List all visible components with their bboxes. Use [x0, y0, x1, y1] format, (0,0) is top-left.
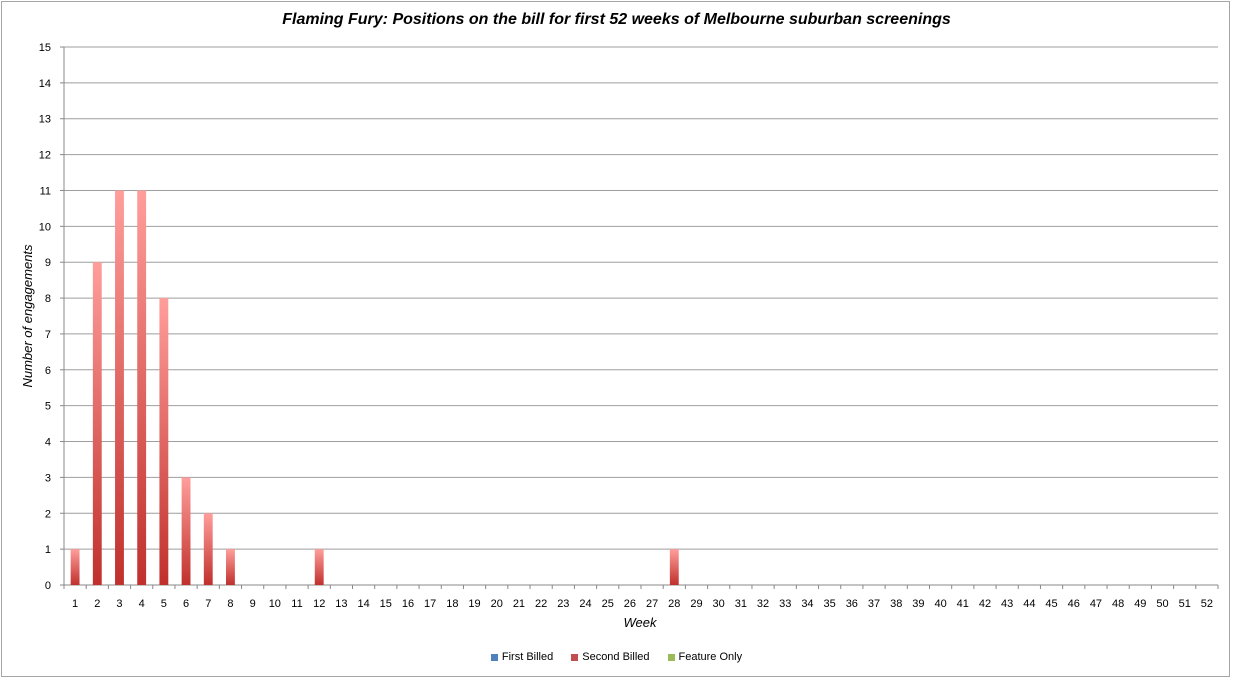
y-tick-label: 9: [45, 257, 51, 269]
legend-label: Second Billed: [582, 651, 650, 663]
x-tick-label: 26: [624, 598, 636, 610]
legend-item-second-billed: Second Billed: [571, 651, 650, 663]
x-tick-label: 36: [846, 598, 858, 610]
x-tick-label: 35: [824, 598, 836, 610]
bar-second-billed-week-4: [137, 190, 147, 585]
x-tick-label: 6: [183, 598, 189, 610]
bar-second-billed-week-8: [226, 549, 235, 585]
y-tick-label: 7: [45, 329, 51, 341]
y-tick-label: 1: [45, 544, 51, 556]
x-tick-label: 48: [1112, 598, 1124, 610]
bar-second-billed-week-6: [181, 477, 191, 585]
x-tick-label: 42: [979, 598, 991, 610]
x-tick-label: 15: [380, 598, 392, 610]
x-tick-label: 18: [446, 598, 458, 610]
y-tick-label: 8: [45, 293, 51, 305]
legend-item-first-billed: First Billed: [490, 651, 554, 663]
y-tick-label: 10: [39, 221, 51, 233]
x-tick-label: 5: [161, 598, 167, 610]
y-tick-label: 13: [39, 114, 51, 126]
legend-label: Feature Only: [678, 651, 743, 663]
x-tick-label: 43: [1001, 598, 1013, 610]
x-tick-label: 24: [579, 598, 591, 610]
legend-swatch: [571, 653, 579, 661]
x-tick-label: 46: [1068, 598, 1080, 610]
bar-second-billed-week-28: [669, 549, 679, 585]
x-tick-label: 51: [1179, 598, 1191, 610]
x-tick-label: 40: [934, 598, 946, 610]
x-tick-label: 27: [646, 598, 658, 610]
x-tick-label: 3: [116, 598, 122, 610]
x-tick-label: 7: [205, 598, 211, 610]
x-tick-label: 8: [227, 598, 233, 610]
bar-second-billed-week-2: [92, 262, 102, 585]
y-tick-label: 11: [40, 185, 51, 197]
y-tick-label: 6: [45, 365, 51, 377]
chart-legend: First Billed Second Billed Feature Only: [0, 651, 1233, 663]
x-tick-label: 22: [535, 598, 547, 610]
y-tick-label: 0: [45, 580, 51, 592]
x-tick-label: 37: [868, 598, 880, 610]
y-tick-label: 2: [45, 508, 51, 520]
y-tick-label: 3: [45, 472, 51, 484]
x-tick-label: 9: [250, 598, 256, 610]
y-tick-label: 12: [39, 150, 51, 162]
x-tick-label: 19: [468, 598, 480, 610]
y-axis-title: Number of engagements: [20, 244, 35, 388]
x-tick-label: 29: [690, 598, 702, 610]
x-tick-label: 12: [313, 598, 325, 610]
x-tick-label: 17: [424, 598, 436, 610]
chart-title: Flaming Fury: Positions on the bill for …: [282, 11, 951, 28]
x-tick-label: 34: [801, 598, 813, 610]
x-tick-label: 49: [1134, 598, 1146, 610]
x-tick-label: 21: [513, 598, 525, 610]
bar-second-billed-week-3: [115, 190, 124, 585]
x-tick-label: 1: [72, 598, 78, 610]
legend-swatch: [667, 653, 675, 661]
x-tick-label: 31: [735, 598, 747, 610]
y-tick-label: 5: [45, 401, 51, 413]
x-tick-label: 50: [1156, 598, 1168, 610]
x-tick-label: 23: [557, 598, 569, 610]
x-tick-label: 41: [957, 598, 969, 610]
x-tick-label: 13: [335, 598, 347, 610]
x-tick-label: 20: [491, 598, 503, 610]
y-tick-label: 4: [45, 437, 51, 449]
x-tick-label: 10: [269, 598, 281, 610]
x-tick-label: 32: [757, 598, 769, 610]
bar-second-billed-week-12: [314, 549, 324, 585]
x-tick-label: 39: [912, 598, 924, 610]
x-tick-label: 33: [779, 598, 791, 610]
x-tick-label: 25: [602, 598, 614, 610]
y-tick-label: 15: [39, 42, 51, 54]
x-tick-label: 28: [668, 598, 680, 610]
x-tick-label: 30: [713, 598, 725, 610]
x-tick-label: 11: [291, 598, 302, 610]
legend-swatch: [490, 653, 498, 661]
x-tick-label: 47: [1090, 598, 1102, 610]
x-tick-label: 45: [1045, 598, 1057, 610]
bar-second-billed-week-1: [70, 549, 80, 585]
x-tick-label: 44: [1023, 598, 1035, 610]
y-tick-label: 14: [39, 78, 51, 90]
x-tick-label: 16: [402, 598, 414, 610]
bar-second-billed-week-5: [159, 298, 169, 585]
legend-label: First Billed: [501, 651, 554, 663]
x-tick-label: 38: [890, 598, 902, 610]
x-tick-label: 4: [139, 598, 145, 610]
x-tick-label: 52: [1201, 598, 1213, 610]
x-axis-title: Week: [624, 615, 658, 630]
bar-second-billed-week-7: [203, 513, 213, 585]
legend-item-feature-only: Feature Only: [667, 651, 743, 663]
x-tick-label: 14: [357, 598, 369, 610]
x-tick-label: 2: [94, 598, 100, 610]
